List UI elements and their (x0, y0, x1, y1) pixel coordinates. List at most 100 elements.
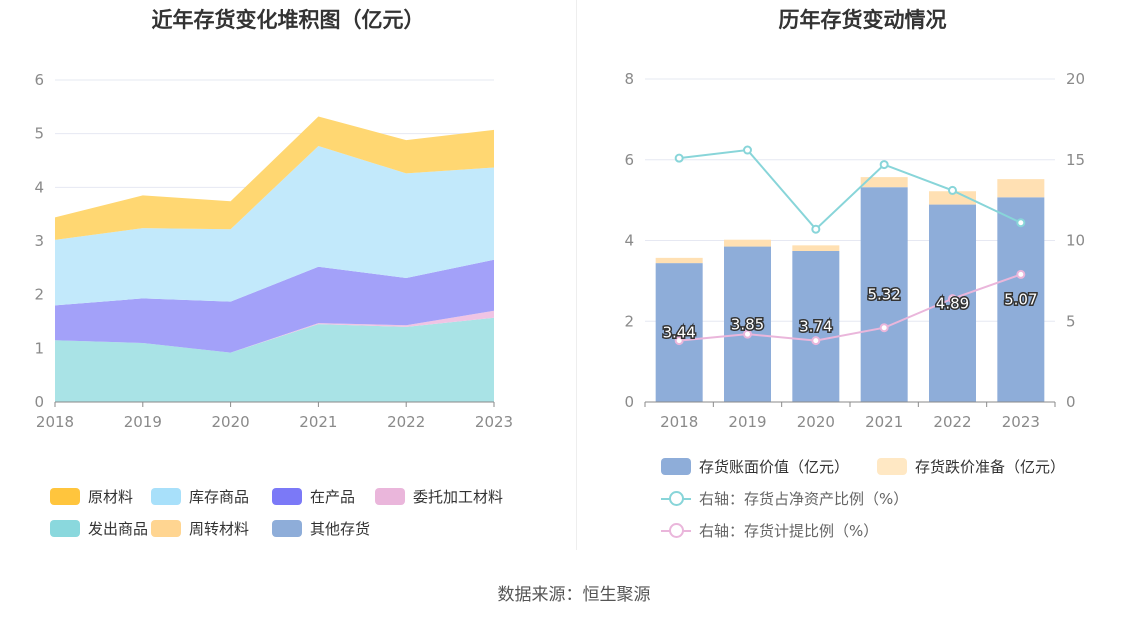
bar-impairment-reserve (655, 257, 703, 264)
legend-item[interactable]: 右轴：存货占净资产比例（%） (661, 488, 908, 509)
x-tick-label: 2023 (475, 413, 513, 431)
bar-book-value (655, 263, 703, 402)
legend-label: 存货账面价值（亿元） (699, 458, 850, 476)
x-tick-label: 2019 (728, 413, 766, 431)
bar-book-value (929, 204, 976, 402)
legend-item[interactable]: 库存商品 (151, 486, 249, 507)
legend-item[interactable]: 在产品 (272, 486, 355, 507)
bar-impairment-reserve (724, 239, 771, 247)
y-tick-label: 4 (34, 178, 44, 196)
area-series (55, 259, 494, 353)
line-series (679, 149, 1022, 231)
x-tick-label: 2022 (387, 413, 425, 431)
legend-label: 右轴：存货占净资产比例（%） (699, 490, 909, 508)
legend-label: 其他存货 (310, 520, 371, 538)
bar-impairment-reserve (929, 191, 976, 205)
stacked-area-chart: 0 1 2 3 4 5 6 2018 2019 2020 2021 2022 2023 (34, 71, 513, 431)
right-y-tick-label: 20 (1066, 70, 1085, 88)
bar-book-value (792, 250, 840, 402)
left-y-tick-label: 8 (624, 70, 634, 88)
bar-value-label: 3.85 (731, 315, 764, 333)
y-tick-label: 6 (34, 71, 44, 89)
panel-divider (576, 0, 577, 550)
right-y-tick-label: 10 (1066, 232, 1085, 250)
line-point (743, 145, 752, 155)
x-tick-label: 2018 (660, 413, 698, 431)
x-tick-label: 2019 (124, 413, 162, 431)
bar-impairment-reserve (997, 179, 1045, 198)
legend-item[interactable]: 其他存货 (272, 518, 370, 539)
line-series (679, 273, 1022, 342)
y-tick-label: 0 (34, 393, 44, 411)
bar-value-label: 5.32 (867, 286, 900, 304)
legend-item[interactable]: 存货账面价值（亿元） (661, 456, 849, 477)
line-point (1016, 218, 1026, 228)
line-point (674, 153, 684, 163)
x-tick-label: 2023 (1002, 413, 1040, 431)
legend-item[interactable]: 原材料 (50, 486, 133, 507)
x-tick-label: 2020 (797, 413, 835, 431)
legend-swatch (375, 488, 405, 505)
bar-book-value (860, 187, 908, 402)
bar-book-value (724, 246, 771, 402)
bar-value-label: 3.74 (799, 317, 832, 335)
data-source-note: 数据来源：恒生聚源 (497, 585, 651, 605)
legend-item[interactable]: 委托加工材料 (375, 486, 503, 507)
line-point (674, 336, 684, 346)
legend-label: 周转材料 (189, 520, 250, 538)
legend-label: 发出商品 (88, 520, 149, 538)
right-y-tick-label: 15 (1066, 151, 1085, 169)
legend-swatch (272, 520, 302, 537)
legend-swatch (877, 458, 907, 475)
bar-impairment-reserve (792, 245, 840, 251)
legend-swatch (661, 522, 691, 539)
bar-impairment-reserve (860, 177, 908, 188)
legend-swatch (661, 490, 691, 507)
x-tick-label: 2020 (212, 413, 250, 431)
line-point (879, 323, 889, 333)
right-chart-title: 历年存货变动情况 (778, 8, 947, 32)
line-point (948, 294, 957, 304)
bar-value-label: 5.07 (1004, 291, 1037, 309)
right-y-tick-label: 5 (1066, 312, 1076, 330)
legend-label: 委托加工材料 (413, 488, 504, 506)
bar-book-value (997, 197, 1045, 402)
y-tick-label: 1 (34, 339, 44, 357)
legend-item[interactable]: 发出商品 (50, 518, 148, 539)
legend-swatch (50, 520, 80, 537)
legend-item[interactable]: 存货跌价准备（亿元） (877, 456, 1065, 477)
legend-label: 库存商品 (189, 488, 250, 506)
legend-label: 原材料 (88, 488, 134, 506)
y-tick-label: 2 (34, 286, 44, 304)
bar-value-label: 3.44 (662, 324, 695, 342)
area-series (55, 317, 494, 402)
legend-swatch (151, 488, 181, 505)
left-chart-panel: 近年存货变化堆积图（亿元） 0 1 2 3 4 5 6 2018 2019 2020 2021 202… (0, 0, 576, 550)
legend-label: 在产品 (310, 488, 356, 506)
left-y-tick-label: 6 (624, 151, 634, 169)
x-tick-label: 2018 (36, 413, 74, 431)
left-y-tick-label: 4 (624, 232, 634, 250)
area-series (55, 116, 494, 240)
x-tick-label: 2021 (865, 413, 903, 431)
line-point (879, 160, 889, 170)
line-point (743, 329, 752, 339)
legend-item[interactable]: 周转材料 (151, 518, 249, 539)
line-point (811, 224, 821, 234)
left-y-tick-label: 0 (624, 393, 634, 411)
legend-swatch (661, 458, 691, 475)
bar-value-label: 4.89 (936, 294, 969, 312)
line-point (1016, 269, 1026, 279)
area-series (55, 146, 494, 306)
legend-item[interactable]: 右轴：存货计提比例（%） (661, 520, 878, 541)
line-point (811, 336, 821, 346)
y-tick-label: 3 (34, 232, 44, 250)
left-chart-title: 近年存货变化堆积图（亿元） (151, 8, 425, 32)
legend-swatch (50, 488, 80, 505)
line-point (948, 185, 957, 195)
x-tick-label: 2022 (933, 413, 971, 431)
legend-label: 存货跌价准备（亿元） (915, 458, 1066, 476)
x-tick-label: 2021 (299, 413, 337, 431)
bar-line-combo-chart: 0 2 4 6 8 0 5 10 15 20 2018 2019 2020 2021 2022 2023 3.4… (624, 70, 1085, 431)
legend-label: 右轴：存货计提比例（%） (699, 522, 879, 540)
